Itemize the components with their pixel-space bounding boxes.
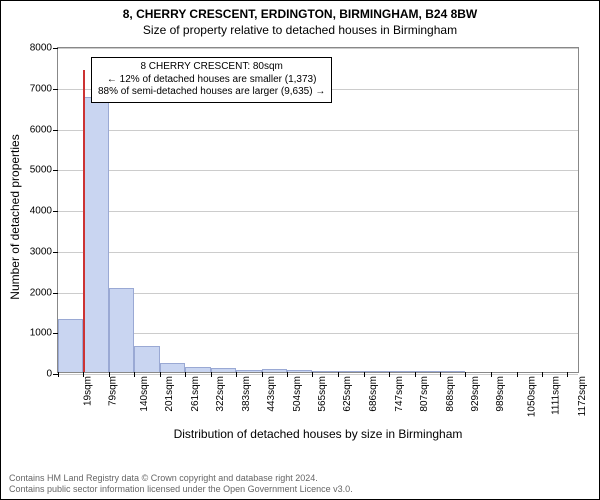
histogram-bar <box>364 371 389 372</box>
x-tick-label: 19sqm <box>83 376 94 406</box>
y-tick-mark <box>53 211 58 212</box>
x-tick-mark <box>415 372 416 377</box>
gridline <box>58 48 578 49</box>
footer: Contains HM Land Registry data © Crown c… <box>9 473 591 496</box>
histogram-bar <box>109 288 135 372</box>
histogram-bar <box>185 367 211 372</box>
x-tick-label: 1050sqm <box>527 376 538 417</box>
x-tick-label: 565sqm <box>317 376 328 412</box>
x-tick-mark <box>440 372 441 377</box>
x-tick-mark <box>389 372 390 377</box>
gridline <box>58 293 578 294</box>
y-tick-mark <box>53 89 58 90</box>
chart-title: 8, CHERRY CRESCENT, ERDINGTON, BIRMINGHA… <box>1 7 599 21</box>
x-tick-label: 1172sqm <box>577 376 588 416</box>
x-tick-label: 443sqm <box>266 376 277 412</box>
x-tick-label: 1111sqm <box>550 376 561 415</box>
x-tick-mark <box>517 372 518 377</box>
histogram-bar <box>287 370 312 372</box>
y-tick-mark <box>53 293 58 294</box>
x-tick-label: 686sqm <box>368 376 379 412</box>
gridline <box>58 333 578 334</box>
histogram-bar <box>83 97 109 372</box>
annotation-line: ← 12% of detached houses are smaller (1,… <box>98 74 325 87</box>
x-tick-mark <box>185 372 186 377</box>
x-tick-mark <box>491 372 492 377</box>
x-axis-label: Distribution of detached houses by size … <box>57 427 579 441</box>
histogram-bar <box>389 371 415 372</box>
histogram-bar <box>415 371 441 372</box>
y-tick-mark <box>53 130 58 131</box>
footer-line-1: Contains HM Land Registry data © Crown c… <box>9 473 591 484</box>
histogram-bar <box>312 371 338 372</box>
footer-line-2: Contains public sector information licen… <box>9 484 591 495</box>
property-marker-line <box>83 70 85 372</box>
histogram-bar <box>262 369 288 372</box>
gridline <box>58 211 578 212</box>
x-tick-mark <box>160 372 161 377</box>
chart-container: 8, CHERRY CRESCENT, ERDINGTON, BIRMINGHA… <box>0 0 600 500</box>
x-tick-mark <box>364 372 365 377</box>
gridline <box>58 130 578 131</box>
x-tick-mark <box>134 372 135 377</box>
histogram-bar <box>160 363 186 372</box>
histogram-bar <box>338 371 364 372</box>
annotation-line: 88% of semi-detached houses are larger (… <box>98 86 325 99</box>
y-tick-mark <box>53 170 58 171</box>
x-tick-mark <box>338 372 339 377</box>
x-tick-mark <box>465 372 466 377</box>
x-tick-mark <box>542 372 543 377</box>
x-tick-mark <box>211 372 212 377</box>
gridline <box>58 170 578 171</box>
x-tick-mark <box>567 372 568 377</box>
x-tick-label: 140sqm <box>139 376 150 412</box>
x-tick-mark <box>236 372 237 377</box>
x-tick-mark <box>262 372 263 377</box>
x-tick-label: 929sqm <box>470 376 481 412</box>
x-tick-mark <box>312 372 313 377</box>
x-tick-mark <box>83 372 84 377</box>
y-tick-mark <box>53 252 58 253</box>
histogram-bar <box>440 371 465 372</box>
y-axis-label: Number of detached properties <box>8 54 22 380</box>
y-tick-mark <box>53 48 58 49</box>
annotation-line: 8 CHERRY CRESCENT: 80sqm <box>98 61 325 74</box>
x-tick-label: 322sqm <box>215 376 226 412</box>
x-tick-mark <box>109 372 110 377</box>
x-tick-mark <box>287 372 288 377</box>
annotation-box: 8 CHERRY CRESCENT: 80sqm← 12% of detache… <box>91 57 332 103</box>
histogram-bar <box>134 346 159 372</box>
x-tick-label: 747sqm <box>394 376 405 412</box>
histogram-bar <box>58 319 83 372</box>
x-tick-label: 261sqm <box>190 376 201 412</box>
x-tick-label: 807sqm <box>419 376 430 412</box>
x-tick-mark <box>58 372 59 377</box>
x-tick-label: 201sqm <box>165 376 176 412</box>
x-tick-label: 504sqm <box>292 376 303 412</box>
gridline <box>58 374 578 375</box>
gridline <box>58 252 578 253</box>
x-tick-label: 383sqm <box>241 376 252 412</box>
x-tick-label: 79sqm <box>108 376 119 406</box>
chart-subtitle: Size of property relative to detached ho… <box>1 23 599 37</box>
x-tick-label: 989sqm <box>495 376 506 412</box>
x-tick-label: 625sqm <box>343 376 354 412</box>
histogram-bar <box>211 368 236 372</box>
histogram-bar <box>236 370 262 372</box>
x-tick-label: 868sqm <box>445 376 456 412</box>
